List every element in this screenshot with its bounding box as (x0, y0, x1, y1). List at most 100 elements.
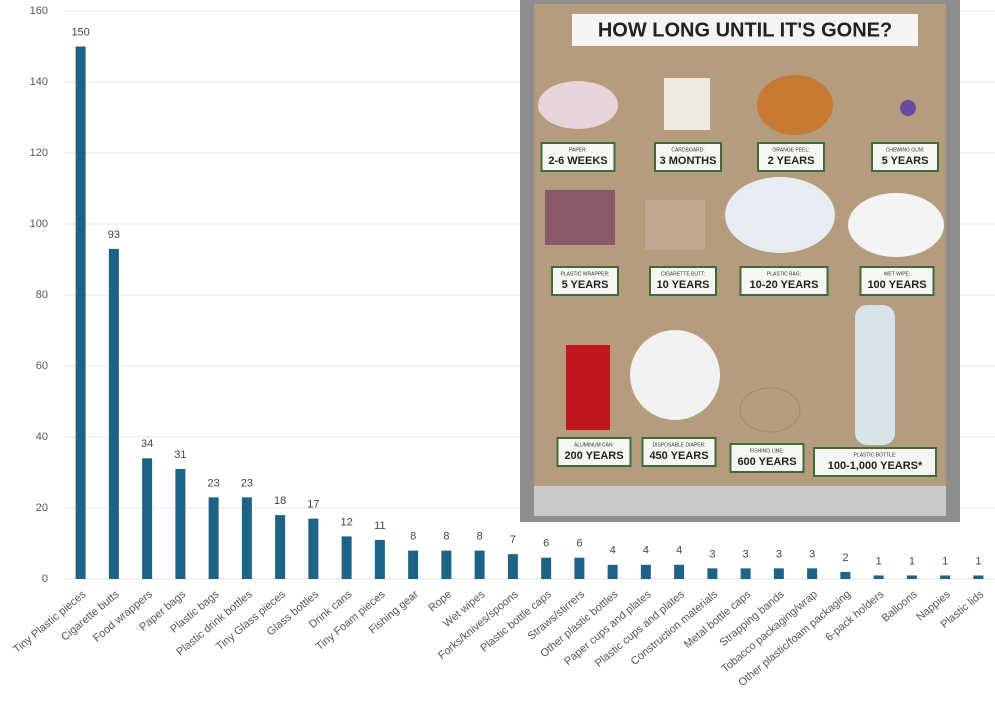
value-label: 1 (909, 555, 915, 567)
x-tick-label: Rope (426, 588, 454, 614)
value-label: 1 (942, 555, 948, 567)
cardboard-object (664, 78, 710, 130)
bar (208, 497, 219, 579)
bar (640, 564, 651, 579)
value-label: 3 (776, 548, 782, 560)
bar (275, 515, 286, 579)
value-label: 8 (410, 531, 416, 543)
label-card (859, 266, 935, 296)
bar (507, 554, 518, 579)
item-duration: 450 YEARS (649, 450, 708, 462)
bar (75, 46, 86, 579)
value-label: 11 (374, 520, 385, 532)
value-label: 6 (576, 538, 582, 550)
y-tick-label: 0 (42, 573, 48, 585)
bar (308, 518, 319, 579)
bar (607, 564, 618, 579)
y-tick-label: 120 (30, 147, 48, 159)
item-caption: CARDBOARD: (671, 147, 704, 153)
photo-inset: HOW LONG UNTIL IT'S GONE? PAPER: 2-6 WEEK… (520, 0, 960, 522)
bar (474, 550, 485, 579)
item-duration: 5 YEARS (562, 279, 609, 291)
bar (740, 568, 751, 579)
bar (142, 458, 153, 579)
value-label: 2 (842, 552, 848, 564)
bar (873, 575, 884, 579)
wrapper-object (545, 190, 615, 245)
label-card (757, 142, 825, 172)
item-duration: 2-6 WEEKS (548, 155, 607, 167)
value-label: 150 (71, 26, 89, 38)
value-label: 34 (141, 438, 153, 450)
bar (541, 557, 552, 579)
value-label: 31 (174, 449, 186, 461)
wet-wipe-object (848, 193, 944, 257)
value-label: 17 (307, 499, 319, 511)
value-label: 12 (341, 516, 353, 528)
value-label: 23 (208, 477, 220, 489)
bottle-object (855, 305, 895, 445)
value-label: 23 (241, 477, 253, 489)
frame-bottom (534, 486, 946, 516)
label-card (729, 443, 805, 473)
y-tick-label: 140 (30, 76, 48, 88)
bar (906, 575, 917, 579)
label-card (813, 447, 937, 477)
item-duration: 600 YEARS (737, 456, 796, 468)
item-duration: 100 YEARS (867, 279, 926, 291)
orange-peel-object (757, 75, 833, 135)
item-caption: PAPER: (569, 147, 587, 153)
plastic-bag-object (725, 177, 835, 253)
y-tick-label: 40 (36, 431, 48, 443)
x-tick-label: Balloons (880, 588, 920, 625)
gum-object (900, 100, 916, 116)
bar (408, 550, 419, 579)
label-card (649, 266, 717, 296)
paper-object (538, 81, 618, 129)
label-card (739, 266, 829, 296)
value-label: 8 (477, 531, 483, 543)
value-label: 8 (443, 531, 449, 543)
item-caption: FISHING LINE: (750, 448, 784, 454)
item-caption: PLASTIC WRAPPER: (561, 271, 610, 277)
y-tick-label: 20 (36, 502, 48, 514)
value-label: 3 (809, 548, 815, 560)
bar (241, 497, 252, 579)
value-label: 1 (975, 555, 981, 567)
item-duration: 10 YEARS (657, 279, 710, 291)
inset-title: HOW LONG UNTIL IT'S GONE? (598, 19, 892, 41)
y-tick-label: 60 (36, 360, 48, 372)
item-duration: 3 MONTHS (660, 155, 717, 167)
item-caption: PLASTIC BAG: (767, 271, 801, 277)
value-label: 18 (274, 495, 286, 507)
butts-object (645, 200, 705, 250)
value-label: 3 (709, 548, 715, 560)
bar (707, 568, 718, 579)
bar (807, 568, 818, 579)
item-caption: WET WIPE: (884, 271, 911, 277)
value-label: 6 (543, 538, 549, 550)
item-caption: CHEWING GUM: (886, 147, 925, 153)
label-card (641, 437, 717, 467)
value-label: 7 (510, 534, 516, 546)
y-tick-label: 80 (36, 289, 48, 301)
bar (175, 468, 186, 579)
item-caption: CIGARETTE BUTT: (661, 271, 705, 277)
label-card (540, 142, 616, 172)
value-label: 4 (610, 545, 616, 557)
item-duration: 2 YEARS (768, 155, 815, 167)
label-card (551, 266, 619, 296)
item-caption: ORANGE PEEL: (772, 147, 809, 153)
diaper-object (630, 330, 720, 420)
item-duration: 10-20 YEARS (750, 279, 819, 291)
label-card (654, 142, 722, 172)
value-label: 1 (876, 555, 882, 567)
bar (441, 550, 452, 579)
item-caption: ALUMINUM CAN: (574, 442, 614, 448)
item-caption: PLASTIC BOTTLE: (853, 452, 896, 458)
bar (840, 571, 851, 579)
item-duration: 100-1,000 YEARS* (828, 460, 923, 472)
bar (341, 536, 352, 579)
bar (108, 248, 119, 579)
fishing-line-object (739, 387, 801, 433)
